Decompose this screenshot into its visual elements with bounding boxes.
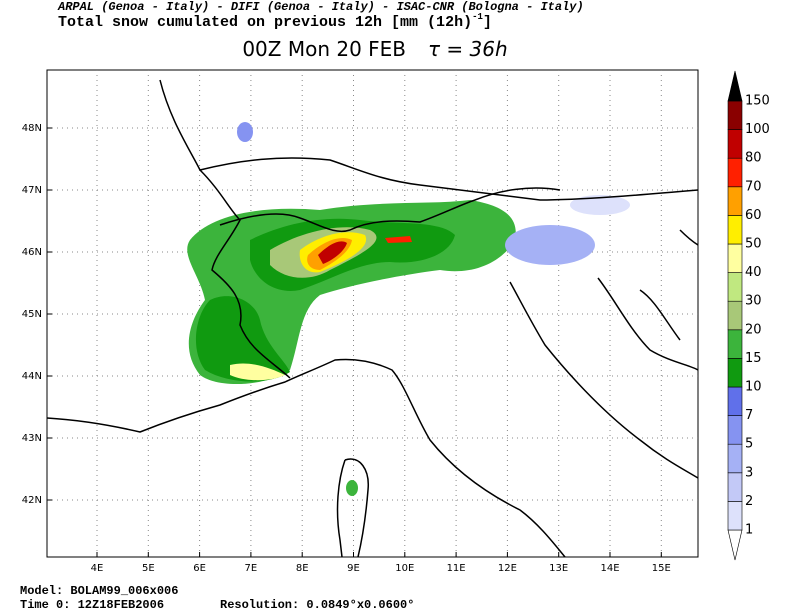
colorbar-label: 150 [745,94,770,109]
lat-label: 44N [22,371,42,382]
colorbar-label: 50 [745,237,762,252]
colorbar-band [727,272,743,302]
lon-label: 9E [347,563,360,574]
lat-label: 46N [22,247,42,258]
lon-label: 6E [193,563,206,574]
snow-area [195,296,290,382]
snow-field [187,122,630,496]
snow-area [385,236,412,243]
snow-area [346,480,358,496]
colorbar-band [727,157,743,188]
lon-label: 14E [600,563,619,574]
title: Total snow cumulated on previous 12h [mm… [58,12,492,31]
lat-label: 42N [22,495,42,506]
footer-resolution: Resolution: 0.0849°x0.0600° [220,598,414,612]
colorbar-band [727,443,743,474]
footer-model: Model: BOLAM99_006x006 [20,584,178,598]
lon-label: 11E [447,563,466,574]
colorbar-label: 60 [745,208,762,223]
snow-area [237,122,253,142]
colorbar-band [727,472,743,502]
colorbar-label: 80 [745,151,762,166]
colorbar-band [727,243,743,273]
colorbar-label: 5 [745,437,753,452]
lon-label: 5E [142,563,155,574]
footer-time: Time 0: 12Z18FEB2006 [20,598,164,612]
graticule [47,70,698,557]
snow-area [570,195,630,215]
colorbar-label: 3 [745,465,753,480]
snow-area [230,363,285,381]
colorbar-label: 2 [745,494,753,509]
snow-area [318,241,347,264]
lon-label: 12E [498,563,517,574]
colorbar-band [727,215,743,245]
colorbar-band [727,386,743,416]
colorbar-label: 15 [745,351,762,366]
colorbar-label: 30 [745,294,762,309]
colorbar-band [727,129,743,159]
lon-label: 8E [296,563,309,574]
colorbar-label: 100 [745,122,770,137]
colorbar-band [727,300,743,331]
map [46,69,699,558]
colorbar-triangle [727,70,743,102]
colorbar: 1 2 3 5 7 10 15 20 30 40 50 60 70 80 100 150 [727,70,770,561]
snow-area [505,225,595,265]
lon-label: 15E [652,563,671,574]
lat-label: 45N [22,309,42,320]
lat-label: 48N [22,123,42,134]
lat-label: 43N [22,433,42,444]
colorbar-band [727,358,743,388]
colorbar-band [727,329,743,359]
colorbar-band [727,100,743,130]
colorbar-triangle [727,529,743,561]
colorbar-label: 10 [745,380,762,395]
lon-label: 7E [245,563,258,574]
lon-label: 4E [91,563,104,574]
credits: ARPAL (Genoa - Italy) - DIFI (Genoa - It… [57,0,584,14]
colorbar-label: 7 [745,408,753,423]
lon-label: 10E [395,563,414,574]
colorbar-band [727,501,743,531]
lat-label: 47N [22,185,42,196]
coastlines [46,79,699,558]
colorbar-label: 40 [745,265,762,280]
colorbar-label: 70 [745,179,762,194]
colorbar-band [727,415,743,445]
lon-label: 13E [549,563,568,574]
colorbar-label: 1 [745,523,753,538]
colorbar-label: 20 [745,322,762,337]
valid-time: 00Z Mon 20 FEB τ = 36h [242,37,507,61]
colorbar-band [727,186,743,216]
